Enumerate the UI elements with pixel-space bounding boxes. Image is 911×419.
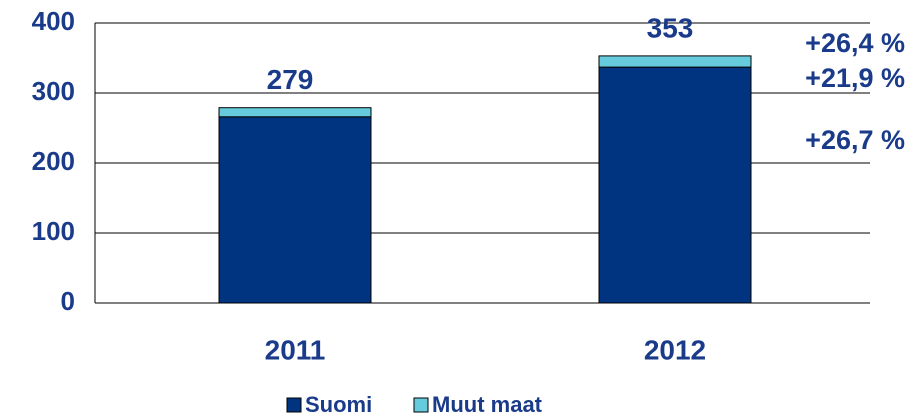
annotation: +26,7 % [805,125,905,155]
total-label: 353 [647,12,694,43]
legend-swatch [286,397,302,413]
legend-swatch [413,397,429,413]
total-label: 279 [267,64,314,95]
y-tick-label: 400 [32,6,75,36]
y-tick-label: 300 [32,76,75,106]
x-tick-label: 2012 [644,334,706,365]
bar-segment [218,107,372,118]
annotation: +21,9 % [805,63,905,93]
bar-segment [598,55,752,68]
bar-segment [218,116,372,304]
y-tick-label: 100 [32,216,75,246]
y-tick-label: 200 [32,146,75,176]
x-tick-label: 2011 [265,334,326,365]
y-tick-label: 0 [61,286,75,316]
annotation: +26,4 % [805,28,905,58]
legend-label: Suomi [305,392,372,417]
bar-segment [598,66,752,304]
legend-label: Muut maat [432,392,543,417]
